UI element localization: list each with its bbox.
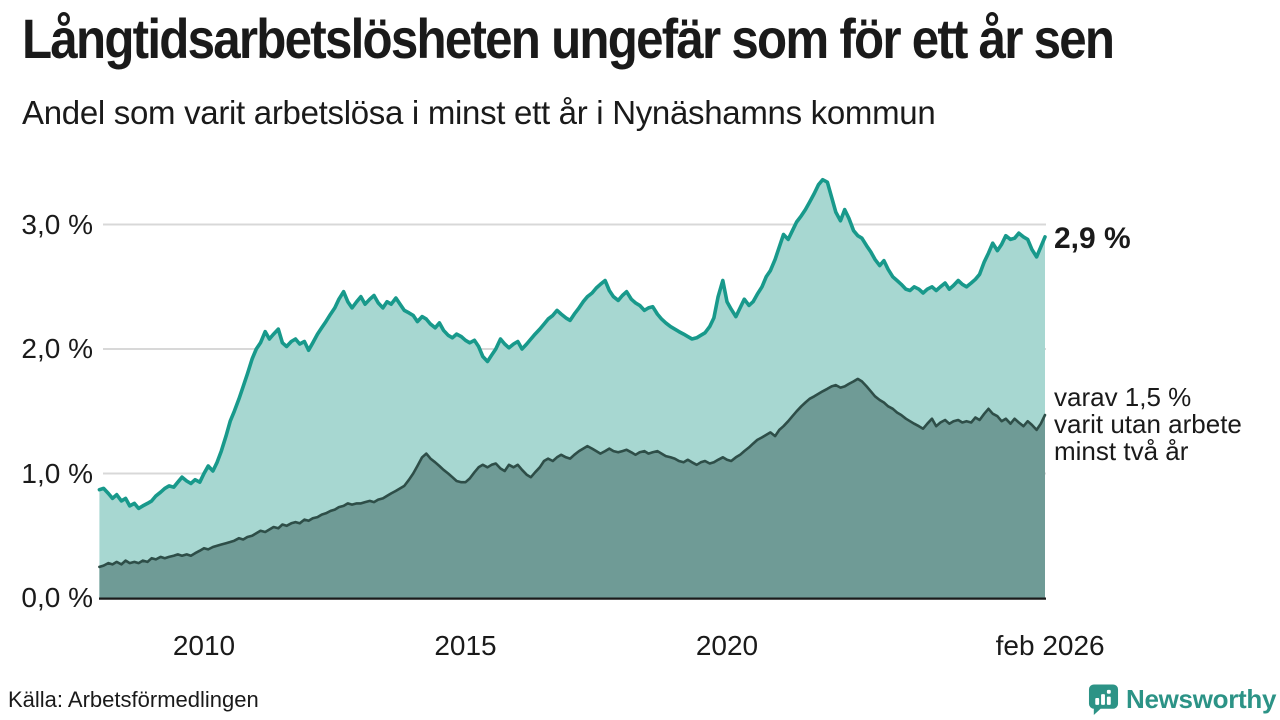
series-line-unemployed-min-2-years	[98, 377, 1047, 569]
newsworthy-logo: Newsworthy	[1088, 683, 1276, 716]
secondary-value-annotation: varav 1,5 % varit utan arbete minst två …	[1054, 384, 1242, 465]
y-axis-tick-label: 3,0 %	[21, 208, 93, 240]
page-title: Långtidsarbetslösheten ungefär som för e…	[22, 7, 1115, 70]
secondary-annotation-line-1: varav 1,5 %	[1054, 382, 1192, 412]
newsworthy-logo-icon	[1088, 684, 1119, 715]
x-axis-tick-label: 2020	[695, 630, 759, 661]
x-axis-tick-label: 2015	[434, 630, 497, 661]
latest-value-annotation: 2,9 %	[1054, 222, 1131, 255]
chart-subtitle: Andel som varit arbetslösa i minst ett å…	[22, 94, 936, 131]
source-credit: Källa: Arbetsförmedlingen	[8, 687, 259, 712]
x-axis-tick-label: feb 2026	[995, 630, 1105, 661]
secondary-annotation-line-3: minst två år	[1054, 436, 1189, 466]
x-axis-tick-label: 2010	[172, 630, 236, 661]
series-area-unemployed-min-2-years	[99, 378, 1045, 598]
y-axis-tick-label: 0,0 %	[21, 582, 93, 613]
y-axis-tick-label: 1,0 %	[21, 457, 93, 489]
newsworthy-logo-text: Newsworthy	[1126, 684, 1277, 714]
secondary-annotation-line-2: varit utan arbete	[1054, 409, 1242, 439]
series-line-unemployed-min-1-year	[97, 177, 1047, 511]
y-axis-tick-label: 2,0 %	[21, 333, 93, 364]
